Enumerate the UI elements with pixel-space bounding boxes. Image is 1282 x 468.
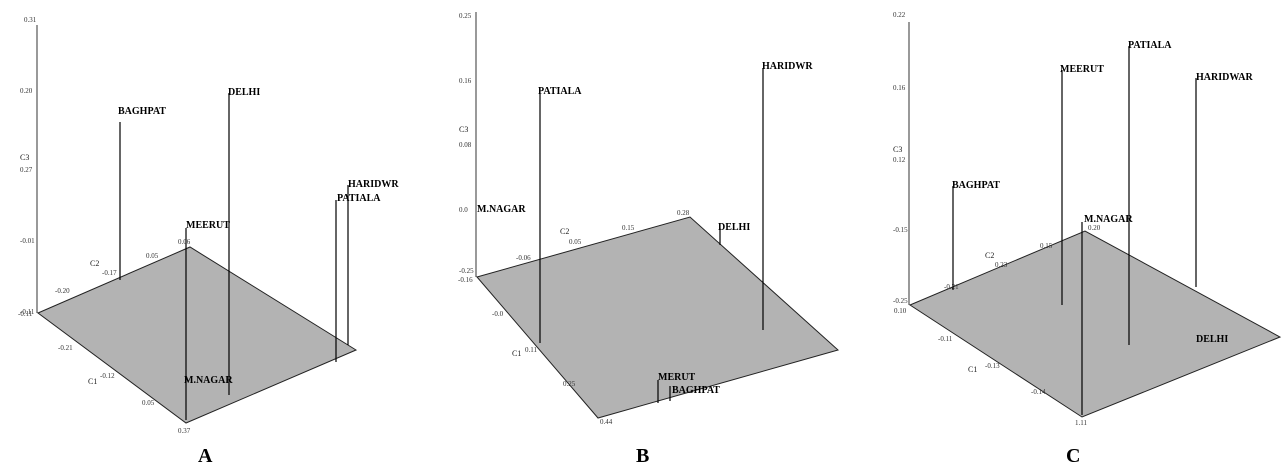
panel-a-label: A — [198, 445, 213, 467]
panel-c-c2-tick: 0.23 — [995, 261, 1008, 269]
panel-a-z-axis-label: C3 — [20, 153, 29, 162]
panel-c-plane — [908, 230, 1282, 418]
panel-c-c1-tick: 1.11 — [1075, 419, 1087, 427]
panel-a-c1-tick: -0.12 — [100, 372, 115, 380]
panel-c-c1-tick: -0.11 — [938, 335, 953, 343]
panel-b-c1-tick: 0.25 — [563, 380, 576, 388]
panel-b-c1-axis-label: C1 — [512, 349, 521, 358]
panel-c-c2-tick: -0.21 — [944, 283, 959, 291]
panel-b-label: B — [636, 445, 649, 467]
panel-b-c2-tick: 0.15 — [622, 224, 635, 232]
panel-b-z-tick: -0.25 — [459, 267, 474, 275]
panel-b-c1-tick: -0.0 — [492, 310, 504, 318]
panel-c-z-tick: 0.16 — [893, 84, 906, 92]
panel-b-z-tick: 0.16 — [459, 77, 472, 85]
panel-b-point-label: DELHI — [718, 222, 750, 233]
panel-a-c1-tick: 0.37 — [178, 427, 191, 435]
panel-c-z-axis-label: C3 — [893, 145, 902, 154]
panel-b-point-label: HARIDWR — [762, 61, 813, 72]
panel-b-c2-tick: 0.28 — [677, 209, 690, 217]
panel-c-c2-tick: 0.15 — [1040, 242, 1053, 250]
panel-c-point-label: DELHI — [1196, 334, 1228, 345]
panel-a-point-label: MEERUT — [186, 220, 230, 231]
panel-c-c1-tick: 0.10 — [894, 307, 907, 315]
panel-a-c1-tick: -0.11 — [18, 310, 33, 318]
panel-c-c1-tick: -0.14 — [1031, 388, 1046, 396]
panel-c-z-tick: -0.15 — [893, 226, 908, 234]
panel-a-c2-tick: 0.05 — [146, 252, 159, 260]
panel-c-point-label: HARIDWAR — [1196, 72, 1253, 83]
panel-b-point-label: BAGHPAT — [672, 385, 720, 396]
panel-a-z-tick: 0.20 — [20, 87, 33, 95]
panel-a-z-tick: -0.11 — [20, 308, 35, 316]
panel-c-c2-tick: 0.20 — [1088, 224, 1101, 232]
panel-c-point-label: M.NAGAR — [1084, 214, 1133, 225]
panel-b-c2-tick: -0.06 — [516, 254, 531, 262]
panel-a-c1-tick: -0.21 — [58, 344, 73, 352]
panel-c-z-tick: 0.22 — [893, 11, 906, 19]
panel-b-c1-tick: 0.44 — [600, 418, 613, 426]
panel-c-label: C — [1066, 445, 1080, 467]
panel-a-point-label: DELHI — [228, 87, 260, 98]
panel-b-z-tick: 0.0 — [459, 206, 468, 214]
panel-c-z-tick: -0.25 — [893, 297, 908, 305]
panel-a-point-label: HARIDWR — [348, 179, 399, 190]
panel-c-c2-axis-label: C2 — [985, 251, 994, 260]
panel-a-point-label: M.NAGAR — [184, 375, 233, 386]
panel-c: 0.22 0.16 0.12 -0.15 -0.25 C3 -0.21 0.23… — [893, 11, 1282, 467]
panel-a-point-label: PATIALA — [337, 193, 381, 204]
panel-c-c1-axis-label: C1 — [968, 365, 977, 374]
panel-b-c2-axis-label: C2 — [560, 227, 569, 236]
panel-a-c2-tick: -0.20 — [55, 287, 70, 295]
panel-b-point-label: MERUT — [658, 372, 696, 383]
panel-c-point-label: BAGHPAT — [952, 180, 1000, 191]
panel-b-plane — [476, 216, 840, 419]
panel-a-c2-axis-label: C2 — [90, 259, 99, 268]
panel-b: 0.25 0.16 0.08 0.0 -0.25 C3 -0.06 0.05 0… — [458, 12, 840, 467]
panel-a-z-tick: -0.01 — [20, 237, 35, 245]
panel-b-point-label: PATIALA — [538, 86, 582, 97]
panel-a-c2-tick: -0.17 — [102, 269, 117, 277]
panel-c-c1-tick: -0.13 — [985, 362, 1000, 370]
panel-c-point-label: MEERUT — [1060, 64, 1104, 75]
panel-b-z-tick: 0.08 — [459, 141, 472, 149]
panel-b-c2-tick: 0.05 — [569, 238, 582, 246]
panel-b-z-axis-label: C3 — [459, 125, 468, 134]
panel-b-z-tick: 0.25 — [459, 12, 472, 20]
panel-a-c2-tick: 0.06 — [178, 238, 191, 246]
panel-c-z-tick: 0.12 — [893, 156, 906, 164]
panel-a-point-label: BAGHPAT — [118, 106, 166, 117]
panel-a-z-tick: 0.27 — [20, 166, 33, 174]
panel-a-plane — [37, 246, 358, 424]
panel-b-point-label: M.NAGAR — [477, 204, 526, 215]
panel-a-z-tick: 0.31 — [24, 16, 37, 24]
panel-a: 0.31 0.20 0.27 -0.01 -0.11 C3 -0.20 -0.1… — [18, 16, 399, 467]
panel-c-point-label: PATIALA — [1128, 40, 1172, 51]
panel-b-c1-tick: -0.16 — [458, 276, 473, 284]
panel-b-c1-tick: 0.11 — [525, 346, 537, 354]
panel-a-c1-axis-label: C1 — [88, 377, 97, 386]
panel-a-c1-tick: 0.05 — [142, 399, 155, 407]
